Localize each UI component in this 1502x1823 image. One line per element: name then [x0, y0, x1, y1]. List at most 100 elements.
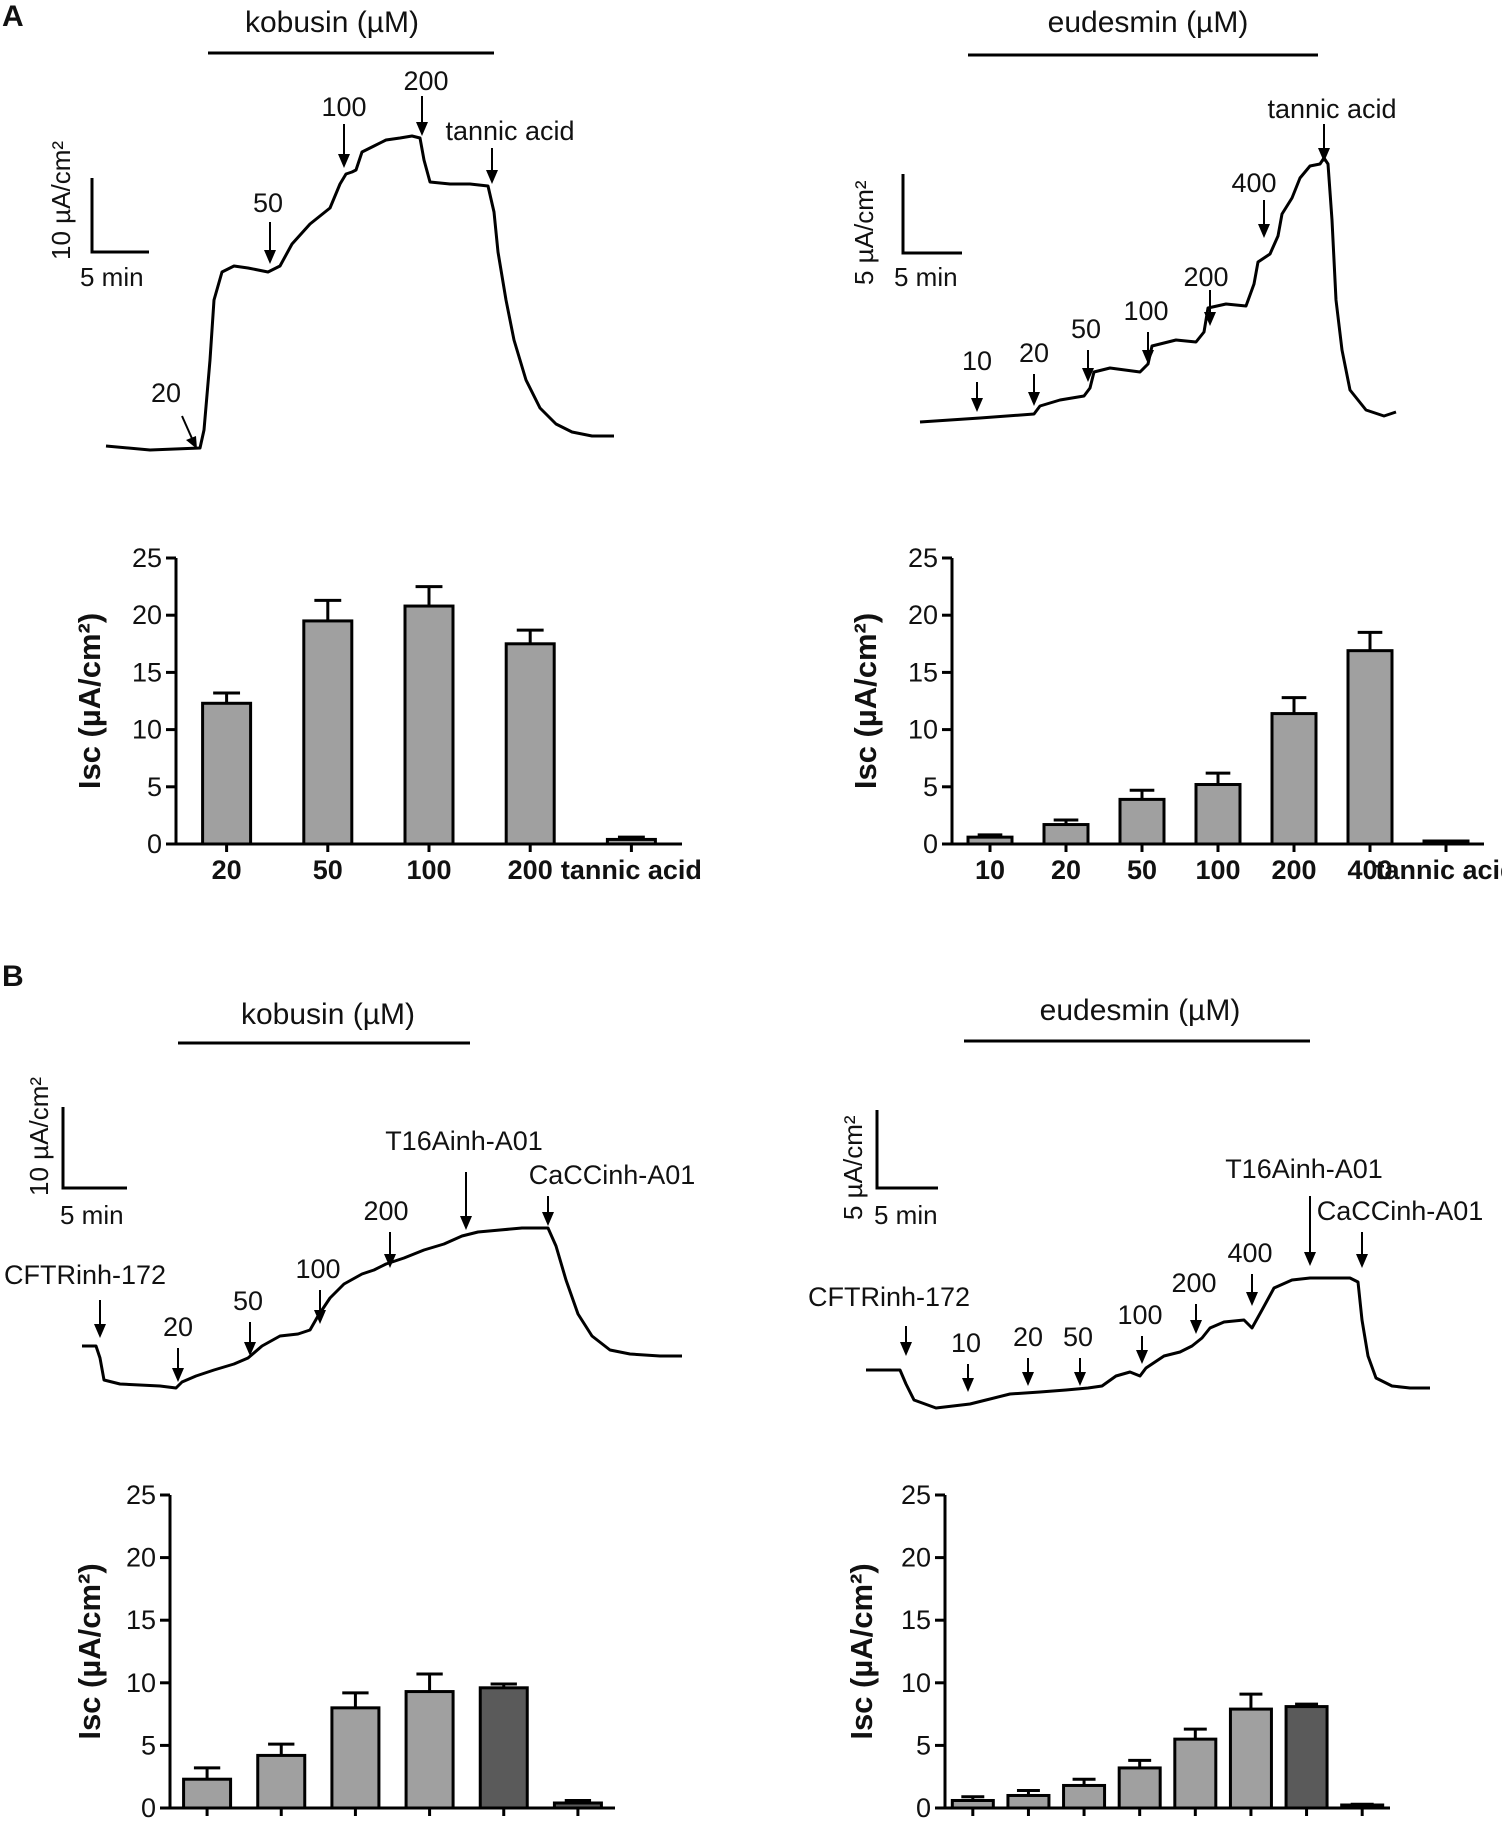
arrow-20: 20 — [1019, 338, 1049, 406]
x-tick-label: 200 — [407, 1819, 452, 1823]
y-tick-label: 5 — [147, 772, 162, 802]
x-tick-label: A01 — [1337, 1819, 1387, 1823]
trace-b-eudesmin: eudesmin (µM) 5 µA/cm² 5 min CFTRinh-172… — [808, 994, 1483, 1410]
bar — [302, 619, 354, 846]
arrow-cftrinh-172: CFTRinh-172 — [808, 1282, 970, 1356]
annotation-100: 100 — [1117, 1300, 1162, 1330]
compound-label: eudesmin (µM) — [1048, 6, 1249, 39]
trace-a-eudesmin: eudesmin (µM) 5 µA/cm² 5 min 10 20 50 10… — [849, 6, 1397, 424]
y-tick-label: 10 — [132, 715, 162, 745]
arrow-50: 50 — [1071, 314, 1101, 382]
arrow-200: 200 — [1183, 262, 1229, 326]
scale-bar-lines — [901, 174, 962, 255]
x-tick-label: tannic acid — [561, 855, 702, 885]
x-tick-label: 16A — [1282, 1819, 1332, 1823]
trace-b-kobusin: kobusin (µM) 10 µA/cm² 5 min CFTRinh-172… — [4, 998, 695, 1390]
compound-label: eudesmin (µM) — [1040, 994, 1241, 1027]
y-tick-label: 20 — [901, 1543, 931, 1573]
y-tick-label: 25 — [908, 543, 938, 573]
y-tick-label: 15 — [901, 1605, 931, 1635]
bar-chart-b-eudesmin: 0 5 10 15 20 25 Isc (µA/cm²) 10 20 50 100 200 400 16A… — [844, 1480, 1390, 1823]
annotation-100: 100 — [295, 1254, 340, 1284]
arrow-10: 10 — [962, 346, 992, 412]
annotation-200: 200 — [363, 1196, 408, 1226]
scale-bar-lines — [90, 178, 149, 254]
scale-y-label: 10 µA/cm² — [46, 141, 76, 260]
annotation-50: 50 — [253, 188, 283, 218]
arrow-cftrinh-172: CFTRinh-172 — [4, 1260, 166, 1338]
panel-letter-a: A — [2, 0, 24, 33]
x-tick-label: 100 — [406, 855, 451, 885]
current-trace — [105, 134, 614, 452]
scale-bar: 10 µA/cm² 5 min — [24, 1077, 127, 1230]
annotation-10: 10 — [951, 1328, 981, 1358]
arrow-t16ainh-a01: T16Ainh-A01 — [385, 1126, 543, 1230]
arrow-200: 200 — [403, 66, 449, 136]
bar — [950, 1798, 995, 1810]
bar — [478, 1686, 529, 1810]
scale-x-label: 5 min — [80, 262, 144, 292]
annotation-t16ainh-a01: T16Ainh-A01 — [1225, 1154, 1383, 1184]
bar — [1284, 1705, 1329, 1810]
x-tick-label: 100 — [333, 1819, 378, 1823]
annotation-cftrinh-172: CFTRinh-172 — [808, 1282, 970, 1312]
annotation-400: 400 — [1231, 168, 1276, 198]
y-tick-label: 0 — [141, 1793, 156, 1823]
compound-label: kobusin (µM) — [241, 998, 415, 1031]
arrow-10: 10 — [951, 1328, 981, 1392]
x-tick-label: 100 — [1195, 855, 1240, 885]
annotation-100: 100 — [321, 92, 366, 122]
x-tick-label: 50 — [313, 855, 343, 885]
scale-bar-lines — [875, 1110, 938, 1190]
x-tick-label: A01 — [553, 1819, 603, 1823]
annotation-200: 200 — [1183, 262, 1228, 292]
y-tick-label: 10 — [908, 715, 938, 745]
arrow-100: 100 — [1123, 296, 1169, 364]
annotation-tannic-acid: tannic acid — [445, 116, 574, 146]
annotation-200: 200 — [1171, 1268, 1216, 1298]
arrow-100: 100 — [295, 1254, 341, 1324]
bar — [1062, 1783, 1107, 1810]
x-tick-label: 100 — [1117, 1819, 1162, 1823]
y-tick-label: 15 — [132, 657, 162, 687]
bar — [1006, 1793, 1051, 1810]
y-axis-label: Isc (µA/cm²) — [72, 1563, 107, 1739]
x-tick-label: 20 — [1051, 855, 1081, 885]
y-tick-label: 0 — [916, 1793, 931, 1823]
annotation-cftrinh-172: CFTRinh-172 — [4, 1260, 166, 1290]
bar — [1042, 823, 1090, 846]
y-tick-label: 10 — [901, 1668, 931, 1698]
x-tick-label: 200 — [1173, 1819, 1218, 1823]
x-tick-label: 10 — [975, 855, 1005, 885]
y-tick-label: 20 — [908, 600, 938, 630]
scale-x-label: 5 min — [874, 1200, 938, 1230]
bar — [1270, 712, 1318, 846]
x-tick-label: 20 — [212, 855, 242, 885]
bar — [201, 701, 253, 846]
x-tick-label: 50 — [1069, 1819, 1099, 1823]
bar — [256, 1753, 307, 1810]
bar — [182, 1777, 233, 1810]
x-tick-label: tannic acid — [1375, 855, 1502, 885]
x-tick-label: 50 — [1127, 855, 1157, 885]
bar — [605, 837, 657, 846]
arrow-100: 100 — [1117, 1300, 1163, 1364]
arrow-200: 200 — [1171, 1268, 1217, 1334]
annotation-50: 50 — [1071, 314, 1101, 344]
y-tick-label: 0 — [923, 829, 938, 859]
bar — [966, 835, 1014, 846]
arrow-400: 400 — [1231, 168, 1277, 238]
arrow-50: 50 — [1063, 1322, 1093, 1386]
bar — [1228, 1707, 1273, 1810]
arrow-20: 20 — [1013, 1322, 1043, 1386]
bar — [504, 642, 556, 846]
y-tick-label: 20 — [126, 1543, 156, 1573]
x-tick-label: 20 — [1013, 1819, 1043, 1823]
y-tick-label: 15 — [126, 1605, 156, 1635]
x-tick-label: 200 — [508, 855, 553, 885]
bar — [1194, 783, 1242, 846]
annotation-200: 200 — [403, 66, 448, 96]
bar-chart-a-kobusin: 0 5 10 15 20 25 Isc (µA/cm²) 20 50 100 200 tannic a… — [72, 543, 702, 885]
arrow-400: 400 — [1227, 1238, 1273, 1306]
